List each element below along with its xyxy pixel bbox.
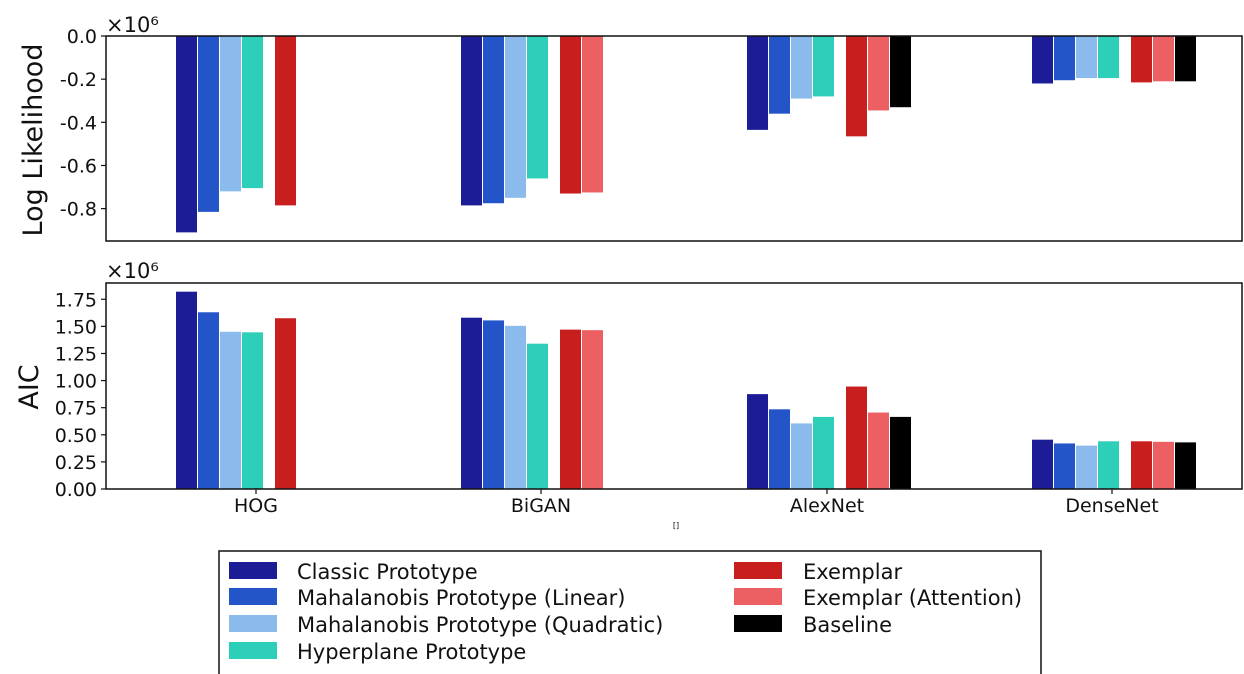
bar	[582, 36, 603, 193]
legend-swatch	[229, 562, 277, 579]
bar	[1076, 36, 1097, 79]
bar	[198, 312, 219, 489]
y-axis-label: AIC	[14, 364, 45, 409]
bar	[483, 320, 504, 489]
bar	[505, 325, 526, 489]
bar	[1054, 443, 1075, 489]
y-tick-label: 1.00	[55, 371, 97, 393]
bar	[1131, 36, 1152, 83]
legend-frame	[218, 550, 1042, 674]
legend-swatch	[229, 588, 277, 605]
x-tick-label: DenseNet	[1065, 495, 1158, 517]
bar	[1076, 445, 1097, 489]
y-tick-label: 1.25	[55, 343, 97, 365]
bar	[461, 317, 482, 489]
bar	[1098, 36, 1119, 79]
x-tick-label: HOG	[234, 495, 278, 517]
bar	[242, 332, 263, 489]
bars	[176, 291, 1196, 489]
y-tick-label: 1.75	[55, 289, 97, 311]
y-tick-label: 1.50	[55, 316, 97, 338]
y-tick-label: 0.75	[55, 398, 97, 420]
bar	[220, 36, 241, 192]
legend-label: Baseline	[803, 613, 892, 637]
bar	[527, 343, 548, 489]
x-tick-label: AlexNet	[790, 495, 864, 517]
bar	[769, 409, 790, 489]
log-likelihood-panel: ×10⁶ Log Likelihood 0.0 -0.2 -0.4 -0.6 -0.8	[18, 13, 1243, 242]
bar	[890, 416, 911, 489]
bar	[198, 36, 219, 212]
bar	[505, 36, 526, 198]
y-tick-label: 0.0	[67, 26, 97, 48]
legend-swatch	[734, 562, 782, 579]
bar	[1175, 36, 1196, 82]
bar	[176, 291, 197, 489]
multiplier-label: ×10⁶	[106, 13, 159, 37]
legend-swatch	[734, 588, 782, 605]
bar	[582, 330, 603, 489]
legend-swatch	[229, 642, 277, 659]
bar	[791, 423, 812, 489]
bar	[747, 394, 768, 489]
bar	[1032, 36, 1053, 84]
bar	[1098, 441, 1119, 489]
plot-frame	[105, 282, 1243, 490]
bar	[890, 36, 911, 108]
legend-label: Mahalanobis Prototype (Quadratic)	[297, 613, 663, 637]
bar	[1153, 441, 1174, 489]
x-tick-label: BiGAN	[511, 495, 571, 517]
bar	[1054, 36, 1075, 81]
y-axis-label: Log Likelihood	[18, 44, 49, 237]
legend-label: Exemplar	[803, 560, 902, 584]
legend-swatch	[229, 615, 277, 632]
legend-label: Classic Prototype	[297, 560, 478, 584]
stray-mark: []	[673, 521, 679, 530]
aic-panel: ×10⁶ AIC 0.00 0.25 0.50 0.75 1.00 1.25 1.50 1.7…	[14, 259, 1243, 517]
bar	[560, 36, 581, 194]
bar	[1131, 441, 1152, 489]
bar	[846, 36, 867, 137]
bar	[527, 36, 548, 179]
bar	[220, 331, 241, 489]
bar	[846, 386, 867, 489]
bar	[791, 36, 812, 99]
bar	[461, 36, 482, 206]
legend-label: Hyperplane Prototype	[297, 640, 526, 664]
y-tick-label: -0.4	[60, 112, 97, 134]
y-ticks: 0.0 -0.2 -0.4 -0.6 -0.8	[60, 26, 106, 221]
bar	[176, 36, 197, 233]
legend-label: Mahalanobis Prototype (Linear)	[297, 586, 625, 610]
bar	[813, 36, 834, 97]
y-tick-label: 0.25	[55, 452, 97, 474]
bar	[560, 329, 581, 489]
bar	[747, 36, 768, 130]
bar	[275, 318, 296, 489]
bar	[868, 36, 889, 111]
y-tick-label: 0.50	[55, 425, 97, 447]
plot-frame	[105, 35, 1243, 242]
y-tick-label: -0.8	[60, 199, 97, 221]
legend-label: Exemplar (Attention)	[803, 586, 1022, 610]
y-tick-label: 0.00	[55, 479, 97, 501]
y-tick-label: -0.2	[60, 69, 97, 91]
bar	[1032, 439, 1053, 489]
bar	[483, 36, 504, 204]
multiplier-label: ×10⁶	[106, 259, 159, 283]
legend-swatch	[734, 615, 782, 632]
bar	[242, 36, 263, 189]
bar	[275, 36, 296, 206]
bar	[1175, 442, 1196, 489]
bar	[1153, 36, 1174, 82]
bar	[868, 412, 889, 489]
bar	[769, 36, 790, 114]
y-tick-label: -0.6	[60, 155, 97, 177]
bars	[176, 36, 1196, 233]
bar	[813, 416, 834, 489]
x-ticks: HOG BiGAN AlexNet DenseNet	[234, 489, 1159, 517]
y-ticks: 0.00 0.25 0.50 0.75 1.00 1.25 1.50 1.75	[55, 289, 106, 501]
